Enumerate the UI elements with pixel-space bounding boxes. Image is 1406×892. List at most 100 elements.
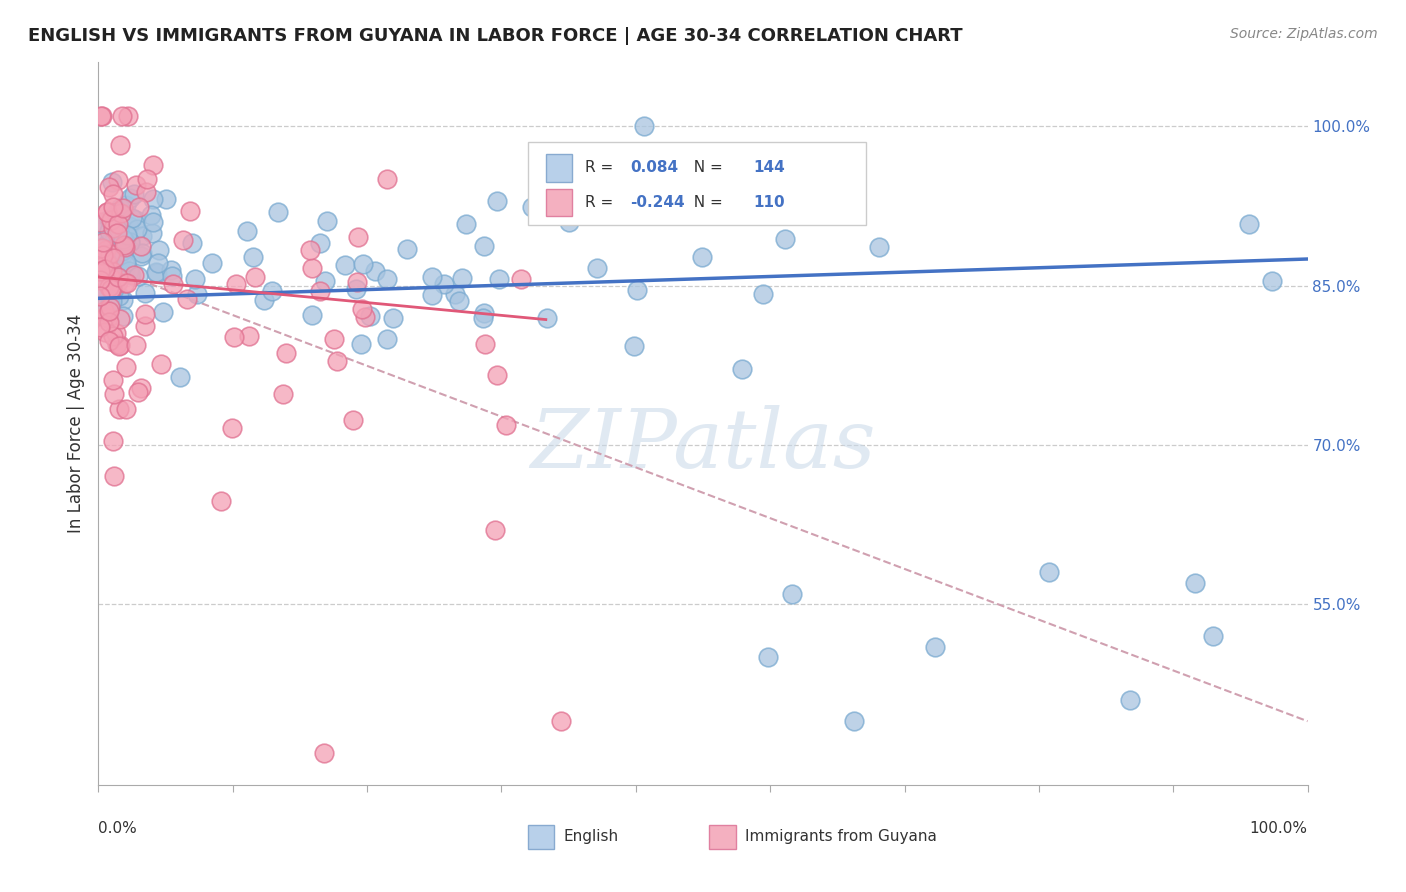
Point: [107, 217, 129, 231]
Point: [364, 264, 387, 278]
FancyBboxPatch shape: [527, 825, 554, 848]
Point: [314, 274, 336, 288]
Point: [90, 109, 112, 123]
Point: [146, 266, 169, 280]
Point: [97, 249, 120, 263]
Point: [96, 237, 118, 252]
Point: [112, 293, 135, 307]
Point: [97, 263, 120, 277]
Point: [108, 137, 131, 152]
Point: [752, 287, 775, 301]
Point: [488, 272, 510, 286]
FancyBboxPatch shape: [709, 825, 735, 848]
Point: [107, 172, 129, 186]
Point: [100, 261, 122, 276]
Text: ENGLISH VS IMMIGRANTS FROM GUYANA IN LABOR FORCE | AGE 30-34 CORRELATION CHART: ENGLISH VS IMMIGRANTS FROM GUYANA IN LAB…: [28, 27, 963, 45]
Point: [94, 252, 117, 267]
Point: [108, 311, 131, 326]
Point: [112, 266, 135, 280]
Point: [444, 287, 467, 301]
Point: [375, 172, 398, 186]
Point: [101, 220, 124, 235]
Point: [472, 306, 495, 320]
Point: [105, 229, 128, 244]
Point: [103, 283, 125, 297]
Point: [309, 284, 332, 298]
Text: English: English: [564, 830, 619, 845]
Point: [121, 211, 143, 226]
Point: [90, 259, 112, 273]
Point: [108, 222, 131, 236]
Point: [89, 320, 111, 334]
Point: [103, 468, 125, 483]
Point: [98, 180, 121, 194]
Point: [301, 308, 323, 322]
Point: [91, 281, 114, 295]
Point: [471, 311, 494, 326]
Point: [97, 303, 120, 318]
Point: [326, 354, 349, 368]
Point: [115, 402, 138, 417]
Point: [114, 277, 136, 291]
Point: [101, 328, 124, 343]
Point: [98, 300, 121, 314]
Point: [224, 330, 246, 344]
Point: [1119, 693, 1142, 707]
Point: [101, 200, 124, 214]
Point: [101, 264, 124, 278]
Point: [112, 231, 135, 245]
Point: [179, 203, 201, 218]
Point: [152, 305, 174, 319]
Point: [98, 274, 121, 288]
Point: [89, 263, 111, 277]
Point: [120, 191, 142, 205]
Point: [1038, 565, 1060, 579]
Point: [115, 228, 138, 243]
Point: [495, 418, 517, 433]
Point: [146, 255, 169, 269]
Point: [359, 309, 381, 323]
Point: [134, 307, 156, 321]
Point: [129, 239, 152, 253]
Point: [472, 239, 495, 253]
Point: [510, 271, 533, 285]
Point: [396, 242, 419, 256]
Point: [93, 262, 115, 277]
Point: [626, 283, 648, 297]
Point: [245, 269, 267, 284]
Point: [176, 292, 198, 306]
Point: [96, 205, 118, 219]
FancyBboxPatch shape: [527, 142, 866, 225]
Point: [485, 194, 508, 208]
Point: [350, 301, 373, 316]
Point: [104, 231, 127, 245]
Point: [346, 275, 368, 289]
Point: [96, 242, 118, 256]
Point: [1184, 576, 1206, 591]
Point: [633, 119, 655, 133]
Point: [91, 241, 114, 255]
Point: [98, 258, 121, 272]
Point: [110, 201, 132, 215]
Point: [382, 311, 405, 326]
Point: [422, 288, 444, 302]
Point: [97, 311, 120, 326]
Point: [780, 587, 803, 601]
Point: [103, 434, 125, 448]
Point: [100, 282, 122, 296]
Point: [148, 243, 170, 257]
Point: [124, 268, 146, 283]
Point: [105, 336, 128, 351]
Point: [98, 315, 121, 329]
Point: [550, 714, 572, 729]
Point: [420, 269, 443, 284]
Point: [98, 280, 121, 294]
Point: [558, 215, 581, 229]
Point: [150, 358, 173, 372]
Point: [145, 265, 167, 279]
Point: [162, 277, 184, 291]
Point: [103, 235, 125, 249]
Point: [114, 234, 136, 248]
Point: [333, 258, 356, 272]
Point: [253, 293, 276, 307]
